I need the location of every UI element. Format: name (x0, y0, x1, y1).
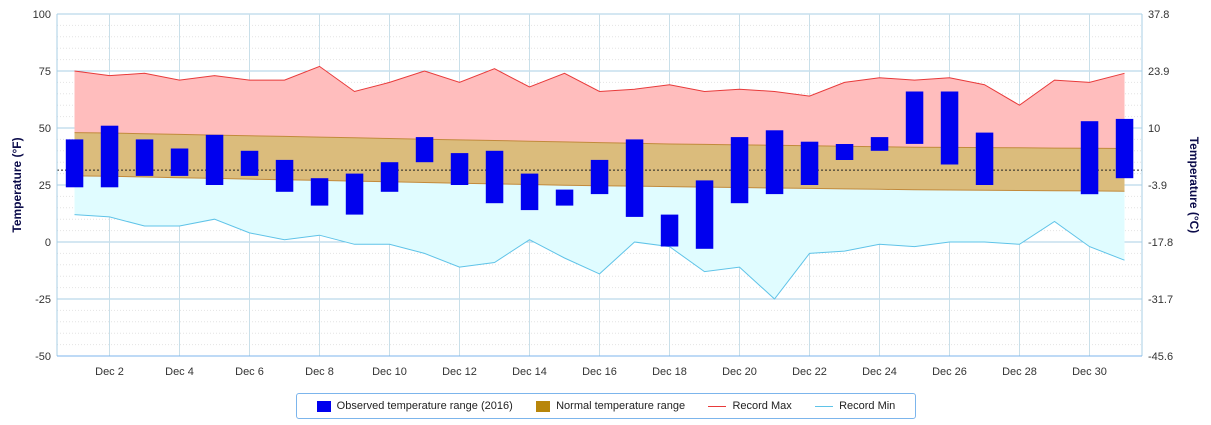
observed-bar (555, 189, 574, 206)
observed-bar (65, 139, 84, 188)
observed-bar (695, 180, 714, 249)
y-tick-label-right: 10 (1148, 123, 1160, 135)
record-min-area (74, 175, 1125, 299)
observed-bar (415, 137, 434, 163)
y-tick-label-right: 23.9 (1148, 66, 1169, 78)
legend-item-record-min[interactable]: Record Min (815, 400, 895, 412)
observed-bar (660, 214, 679, 247)
y-tick-label-left: -25 (35, 294, 51, 306)
observed-bar (205, 134, 224, 185)
x-tick-label: Dec 8 (305, 366, 334, 378)
x-tick-label: Dec 22 (792, 366, 827, 378)
x-tick-label: Dec 20 (722, 366, 757, 378)
legend: Observed temperature range (2016) Normal… (296, 393, 916, 419)
legend-item-normal[interactable]: Normal temperature range (536, 400, 685, 412)
y-tick-label-left: 0 (45, 237, 51, 249)
observed-bar (730, 137, 749, 204)
x-tick-label: Dec 24 (862, 366, 897, 378)
legend-label-record-min: Record Min (839, 400, 896, 412)
y-tick-label-right: 37.8 (1148, 9, 1169, 21)
x-tick-label: Dec 26 (932, 366, 967, 378)
x-tick-label: Dec 14 (512, 366, 547, 378)
y-tick-label-right: -3.9 (1148, 180, 1167, 192)
record-max-area (74, 66, 1125, 149)
observed-bar (940, 91, 959, 165)
observed-bars (65, 91, 1134, 249)
observed-bar (275, 159, 294, 192)
observed-bar (590, 159, 609, 195)
y-tick-label-left: 25 (39, 180, 51, 192)
observed-bar (1115, 118, 1134, 179)
y-tick-label-right: -17.8 (1148, 237, 1173, 249)
x-tick-label: Dec 18 (652, 366, 687, 378)
observed-bar (520, 173, 539, 211)
x-tick-label: Dec 28 (1002, 366, 1037, 378)
observed-bar (765, 130, 784, 195)
record-min-line (74, 214, 1125, 300)
observed-bar (310, 178, 329, 206)
y-axis-title-right: Temperature (°C) (1187, 137, 1201, 234)
observed-bar (170, 148, 189, 176)
observed-bar (135, 139, 154, 176)
observed-bar (870, 137, 889, 151)
x-tick-label: Dec 2 (95, 366, 124, 378)
legend-swatch-record-max (708, 405, 727, 407)
record-max-line (74, 65, 1125, 106)
x-tick-label: Dec 12 (442, 366, 477, 378)
y-tick-label-left: 50 (39, 123, 51, 135)
observed-bar (485, 150, 504, 204)
x-tick-label: Dec 30 (1072, 366, 1107, 378)
observed-bar (345, 173, 364, 215)
observed-bar (835, 144, 854, 160)
legend-item-record-max[interactable]: Record Max (708, 400, 792, 412)
tick-labels: 100 37.8 75 23.9 50 10 25 -3.9 0 -17.8 -25 -31.7 -50… (33, 9, 1173, 378)
observed-bar (625, 139, 644, 217)
legend-swatch-observed (316, 400, 331, 412)
x-tick-label: Dec 10 (372, 366, 407, 378)
observed-bar (1080, 121, 1099, 195)
axes (56, 14, 1143, 357)
legend-label-normal: Normal temperature range (556, 400, 686, 412)
band-areas (74, 65, 1125, 300)
legend-swatch-normal (536, 400, 551, 412)
observed-bar (100, 125, 119, 188)
legend-item-observed[interactable]: Observed temperature range (2016) (316, 400, 513, 412)
y-tick-label-right: -45.6 (1148, 351, 1173, 363)
observed-bar (450, 153, 469, 185)
legend-label-record-max: Record Max (732, 400, 792, 412)
x-tick-label: Dec 16 (582, 366, 617, 378)
observed-bar (240, 150, 259, 176)
y-tick-label-left: 75 (39, 66, 51, 78)
observed-bar (380, 162, 399, 192)
x-tick-label: Dec 4 (165, 366, 194, 378)
y-tick-label-left: -50 (35, 351, 51, 363)
observed-bar (905, 91, 924, 144)
y-axis-title-left: Temperature (°F) (10, 137, 24, 232)
y-tick-label-left: 100 (33, 9, 51, 21)
x-tick-label: Dec 6 (235, 366, 264, 378)
observed-bar (800, 141, 819, 185)
y-tick-label-right: -31.7 (1148, 294, 1173, 306)
observed-bar (975, 132, 994, 185)
legend-label-observed: Observed temperature range (2016) (336, 400, 513, 412)
legend-swatch-record-min (815, 405, 834, 407)
